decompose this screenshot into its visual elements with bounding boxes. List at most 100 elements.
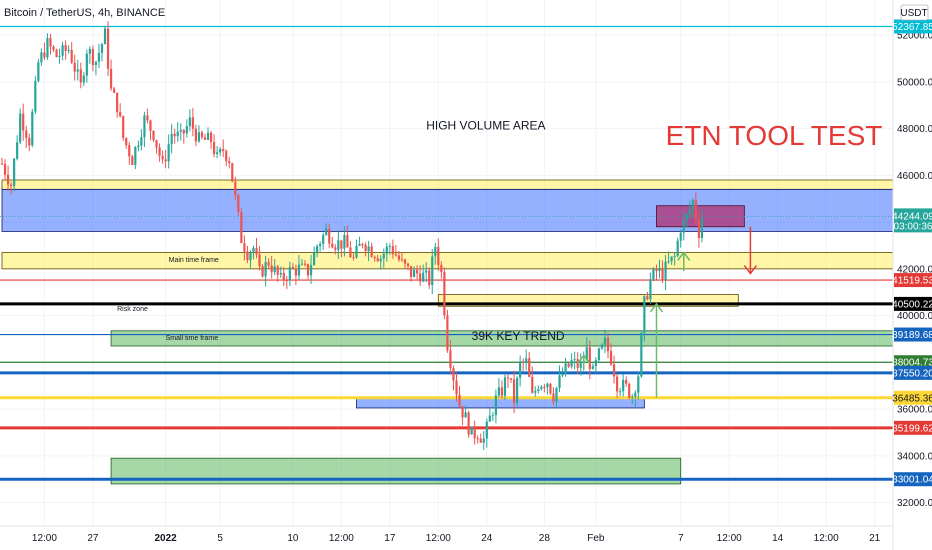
arrows-layer [577,226,758,398]
candle-body [167,144,170,162]
candle-body [652,268,655,280]
zone-yellow[interactable] [437,294,739,307]
candle-body [49,38,52,47]
candle-body [688,209,691,215]
candle-body [667,261,670,263]
time-tick-label: 12:00 [814,533,839,544]
candle-body [558,375,561,388]
candle-body [367,246,370,252]
candle-body [643,296,646,333]
candle-body [549,383,552,394]
time-tick-label: Feb [587,533,605,544]
candle-body [391,246,394,255]
price-tick-label: 50000.00 [897,77,932,88]
level-price-tag [894,355,932,370]
candle-body [406,263,410,267]
candle-body [634,392,637,397]
price-tick-label: 40000.00 [897,311,932,322]
candle-body [279,272,282,275]
candle-body [476,438,479,440]
candle-body [464,412,467,418]
candle-body [400,259,404,261]
annotation-text: Small time frame [166,335,219,342]
candle-body [79,69,82,83]
candle-body [285,280,288,282]
level-price-tag [894,365,932,380]
candle-body [309,265,313,276]
candle-body [197,132,201,142]
candle-body [534,390,537,393]
candle-body [94,61,98,65]
time-tick-label: 5 [217,533,223,544]
candle-body [297,264,301,276]
candle-body [428,270,431,285]
annotation-text: Risk zone [117,306,148,313]
candle-body [122,116,125,139]
candle-body [13,158,16,187]
currency-button[interactable] [900,4,929,21]
time-tick-label: 12:00 [717,533,742,544]
level-price-text: 39189.68 [892,330,932,341]
candle-body [134,147,137,165]
candle-body [697,219,700,239]
candle-body [516,377,519,403]
current-price-timer: 03:00:36 [894,221,932,232]
candle-body [546,383,549,388]
price-tick-label: 52000.00 [897,31,932,42]
candle-body [376,258,379,262]
candle-body [340,240,343,249]
candle-body [594,360,597,367]
candle-body [288,267,291,281]
candle-body [552,393,555,402]
candle-body [346,235,349,248]
candle-body [100,44,104,53]
candle-body [182,129,185,134]
candle-body [209,132,213,143]
candle-body [388,246,391,248]
arrow-head [577,354,591,364]
candle-body [358,244,361,246]
candle-body [479,438,482,443]
candle-body [106,28,110,69]
level-price-text: 52367.85 [892,22,932,33]
candle-body [373,256,376,259]
candle-body [449,350,452,369]
candle-body [361,244,364,246]
candle-body [328,228,331,244]
zone-yellow[interactable] [1,252,894,270]
candle-body [73,62,76,72]
candle-body [176,131,179,137]
candle-body [352,257,355,259]
candle-body [322,234,325,244]
candle-body [319,243,322,247]
arrow-head [677,251,691,261]
candle-body [0,163,4,165]
candle-body [334,247,337,250]
candle-body [225,150,228,162]
chart-title: Bitcoin / TetherUS, 4h, BINANCE [4,7,165,19]
candle-body [146,115,149,121]
candle-body [55,49,58,57]
candle-body [528,358,531,377]
time-axis-ticks[interactable]: 12:00 27 2022 5 10 12:00 17 12:00 24 28 Feb 7 12:00 1… [32,533,881,544]
zone-yellow[interactable] [1,179,894,190]
candle-body [543,386,546,388]
candle-body [488,415,491,422]
candle-body [425,270,428,273]
zone-blue[interactable] [1,188,894,232]
candle-body [497,387,501,396]
candle-body [579,362,582,368]
level-price-tag [894,273,932,288]
candle-body [179,129,182,132]
candle-body [316,246,319,253]
candle-body [273,266,276,273]
candle-body [258,254,261,267]
level-price-text: 33001.04 [892,475,932,486]
candle-body [213,142,216,154]
candle-body [97,52,101,62]
candle-body [403,259,407,264]
candle-body [249,252,252,261]
candle-body [461,406,464,418]
candle-body [470,426,473,435]
